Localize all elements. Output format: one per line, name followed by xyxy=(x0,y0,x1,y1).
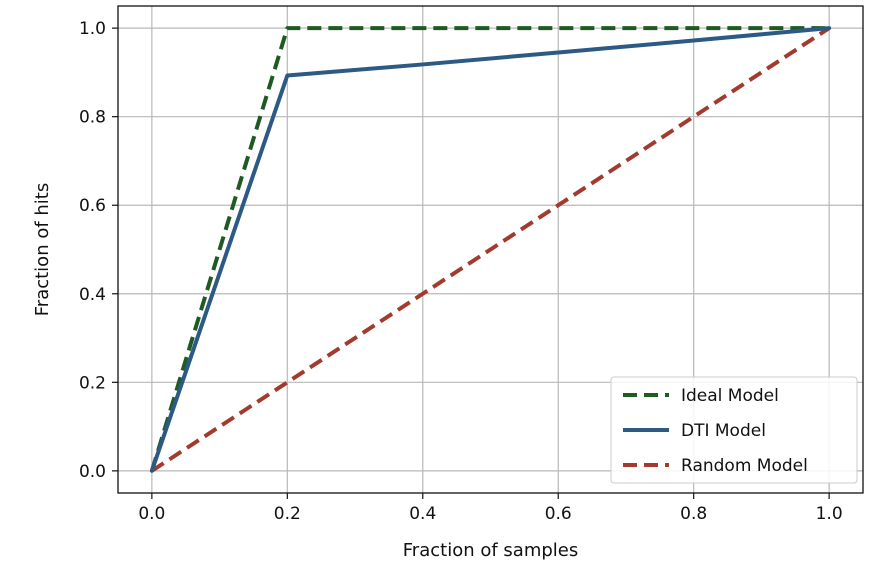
plot-frame xyxy=(117,5,864,494)
series-line-random-model xyxy=(150,26,831,473)
x-tick-label: 0.8 xyxy=(680,504,707,524)
legend-label: DTI Model xyxy=(681,421,766,441)
x-tick-label: 0.6 xyxy=(545,504,572,524)
y-tick-label: 1.0 xyxy=(79,19,106,39)
x-tick-label: 1.0 xyxy=(816,504,843,524)
x-axis-label: Fraction of samples xyxy=(403,540,578,561)
legend: Ideal Model DTI Model Random Model xyxy=(610,376,858,484)
x-tick-label: 0.2 xyxy=(274,504,301,524)
legend-label: Ideal Model xyxy=(681,386,779,406)
series-line-ideal-model xyxy=(149,26,830,472)
y-tick-label: 0.0 xyxy=(79,462,106,482)
y-tick-label: 0.6 xyxy=(79,196,106,216)
y-tick-label: 0.4 xyxy=(79,285,106,305)
y-axis-label: Fraction of hits xyxy=(32,183,53,317)
x-tick-label: 0.4 xyxy=(409,504,436,524)
series-line-dti-model xyxy=(149,26,832,473)
y-tick-label: 0.2 xyxy=(79,373,106,393)
legend-label: Random Model xyxy=(681,456,808,476)
ticks: 0.0 0.2 0.4 0.6 0.8 1.0 0.0 0.2 0.4 0.6 0.8 1.0 xyxy=(79,19,843,524)
x-tick-label: 0.0 xyxy=(138,504,165,524)
y-tick-label: 0.8 xyxy=(79,108,106,128)
series-lines xyxy=(149,26,832,473)
legend-box xyxy=(610,376,858,484)
grid xyxy=(118,6,863,493)
